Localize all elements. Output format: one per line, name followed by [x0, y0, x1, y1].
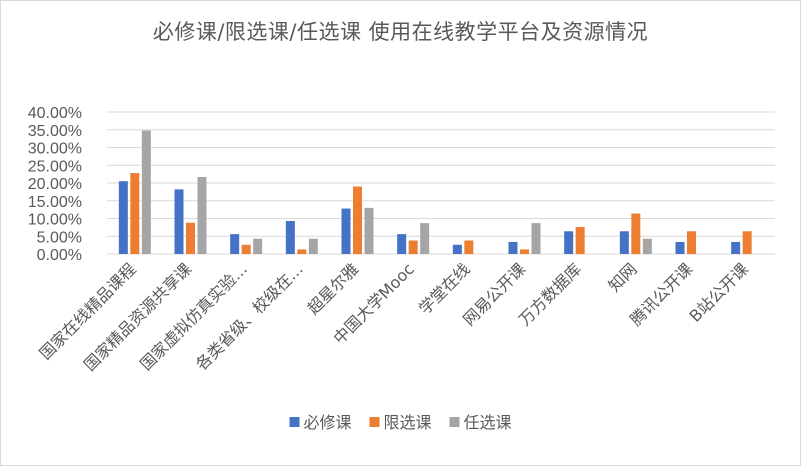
- bar: [341, 208, 351, 254]
- bar: [118, 181, 128, 254]
- x-category-label: 国家精品资源共享课: [80, 259, 195, 374]
- x-axis-categories: 国家在线精品课程国家精品资源共享课国家虚拟仿真实验...各类省级、校级在...超…: [36, 259, 752, 374]
- y-tick-label: 40.00%: [28, 105, 82, 122]
- bar: [230, 234, 240, 254]
- bar: [420, 223, 430, 254]
- bar: [308, 238, 318, 254]
- bar: [508, 241, 518, 254]
- y-tick-label: 35.00%: [28, 123, 82, 140]
- y-tick-label: 10.00%: [28, 212, 82, 229]
- bar: [452, 244, 462, 254]
- y-tick-label: 25.00%: [28, 158, 82, 175]
- bar: [241, 244, 251, 254]
- gridlines: [107, 111, 775, 255]
- x-category-label: 各类省级、校级在...: [192, 259, 307, 374]
- bar: [397, 234, 407, 254]
- bar: [297, 249, 307, 254]
- bar: [742, 231, 752, 254]
- bar: [531, 223, 541, 254]
- bar: [130, 173, 140, 254]
- y-tick-label: 15.00%: [28, 194, 82, 211]
- bar: [575, 227, 585, 254]
- y-axis-ticks: 0.00%5.00%10.00%15.00%20.00%25.00%30.00%…: [28, 105, 82, 264]
- bar: [174, 189, 184, 254]
- legend-label: 任选课: [464, 413, 512, 432]
- legend-swatch: [449, 417, 460, 427]
- x-category-label: B站公开课: [686, 259, 752, 325]
- y-tick-label: 20.00%: [28, 176, 82, 193]
- x-category-label: 知网: [605, 259, 641, 295]
- bars: [118, 130, 752, 254]
- legend-swatch: [289, 417, 300, 427]
- y-tick-label: 30.00%: [28, 141, 82, 158]
- y-tick-label: 0.00%: [37, 247, 82, 264]
- bar: [675, 241, 685, 254]
- legend-label: 必修课: [304, 413, 352, 432]
- bar: [197, 176, 207, 254]
- bar: [408, 240, 418, 254]
- legend: 必修课 限选课 任选课: [289, 413, 512, 432]
- bar: [253, 238, 263, 254]
- bar: [619, 231, 629, 254]
- bar: [141, 130, 151, 254]
- bar: [186, 222, 195, 254]
- bar: [631, 213, 641, 254]
- bar: [364, 207, 374, 254]
- bar: [731, 241, 741, 254]
- x-category-label: 国家在线精品课程: [36, 259, 140, 363]
- bar: [285, 220, 295, 254]
- legend-label: 限选课: [384, 413, 432, 432]
- bar: [564, 231, 574, 254]
- bar: [520, 249, 529, 254]
- chart-title: 必修课/限选课/任选课 使用在线教学平台及资源情况: [152, 20, 649, 44]
- legend-swatch: [369, 417, 380, 427]
- bar: [464, 240, 474, 254]
- bar: [642, 238, 652, 254]
- bar: [353, 186, 362, 254]
- x-category-label: 国家虚拟仿真实验...: [136, 259, 251, 374]
- bar: [687, 231, 696, 254]
- y-tick-label: 5.00%: [37, 229, 82, 246]
